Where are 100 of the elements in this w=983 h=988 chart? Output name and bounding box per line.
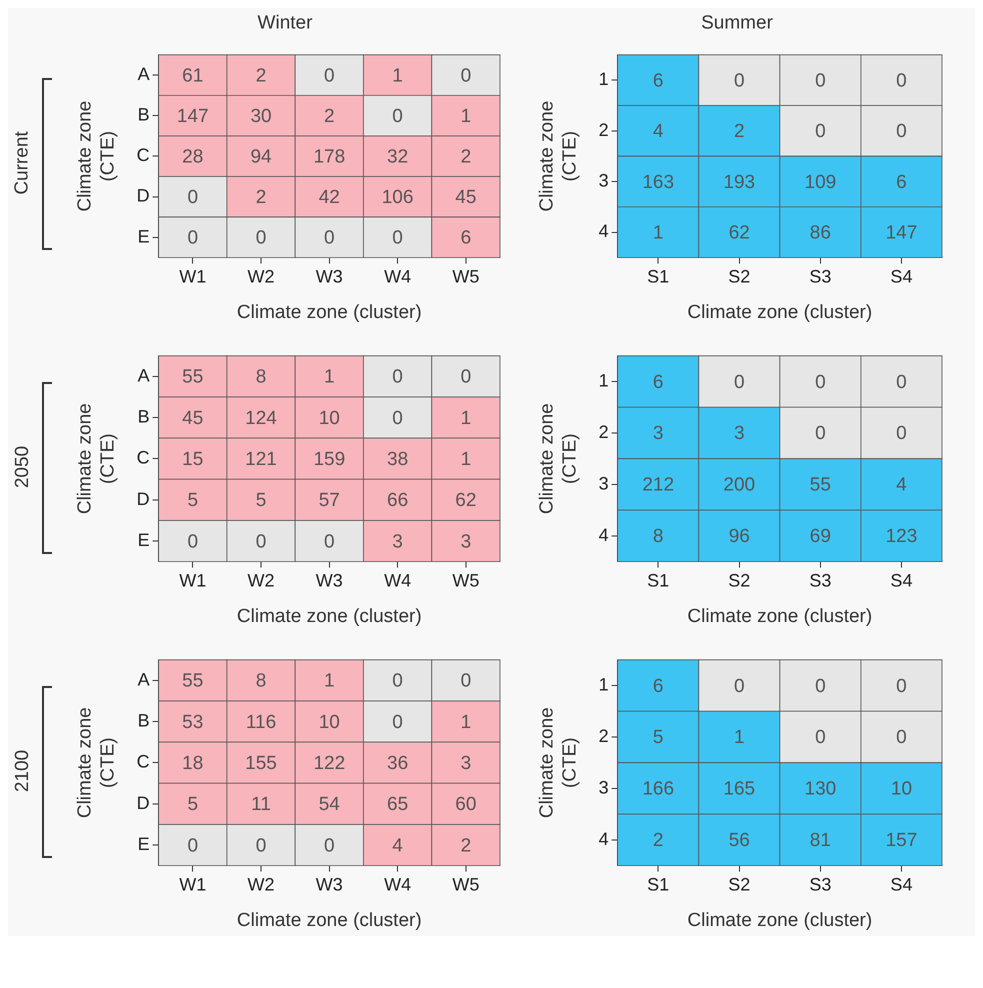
data-label: 0: [392, 712, 403, 733]
data-label: 193: [723, 172, 756, 193]
data-label: 5: [652, 727, 664, 748]
data-label: 6: [896, 172, 907, 193]
data-label: 155: [245, 752, 277, 774]
data-label: 0: [896, 121, 907, 142]
y-tick-label: C: [136, 752, 150, 772]
data-label: 0: [392, 228, 403, 249]
x-axis-title: Climate zone (cluster): [687, 910, 872, 931]
data-label: 1: [652, 222, 664, 244]
x-tick-label: W2: [248, 570, 275, 590]
x-tick-label: S2: [728, 874, 750, 894]
data-label: 65: [387, 794, 408, 816]
y-tick-label: B: [138, 406, 150, 427]
y-tick-label: 4: [598, 828, 609, 849]
x-tick-label: W5: [452, 570, 480, 590]
data-label: 0: [896, 70, 907, 92]
data-label: 56: [728, 830, 750, 852]
x-tick-label: S1: [647, 266, 670, 286]
data-label: 0: [896, 372, 907, 393]
data-label: 0: [734, 676, 745, 697]
x-tick-label: S2: [728, 266, 750, 286]
data-label: 3: [460, 531, 472, 552]
data-label: 1: [460, 408, 472, 429]
data-label: 0: [187, 835, 198, 856]
data-label: 0: [734, 70, 745, 92]
data-label: 157: [886, 830, 918, 852]
data-label: 1: [392, 65, 403, 86]
data-label: 0: [324, 228, 335, 249]
y-axis-title: Climate zone (CTE): [74, 707, 118, 818]
y-axis-title: Climate zone (CTE): [536, 707, 580, 818]
data-label: 0: [460, 670, 472, 692]
data-label: 3: [392, 531, 403, 552]
data-label: 0: [460, 366, 472, 388]
x-tick-label: W5: [452, 874, 480, 894]
data-label: 66: [387, 490, 408, 512]
chart-title: Summer: [701, 12, 774, 34]
text: 2050: [12, 446, 34, 488]
data-label: 0: [734, 372, 745, 393]
data-label: 86: [810, 222, 831, 244]
data-label: 2: [256, 186, 266, 208]
y-tick-label: A: [138, 64, 150, 84]
y-axis-title: Climate zone (CTE): [536, 403, 580, 514]
data-label: 81: [810, 830, 831, 852]
x-tick-label: S2: [728, 570, 750, 590]
data-label: 165: [723, 778, 756, 800]
data-label: 55: [182, 366, 204, 388]
data-label: 5: [187, 794, 198, 816]
x-tick-label: S4: [890, 570, 912, 590]
data-label: 212: [642, 474, 674, 496]
data-label: 10: [318, 408, 340, 429]
data-label: 0: [324, 531, 335, 552]
data-label: 60: [455, 794, 476, 816]
y-tick-label: E: [138, 226, 150, 246]
y-tick-label: 1: [598, 674, 609, 694]
y-tick-label: B: [138, 104, 150, 125]
y-tick-label: C: [136, 448, 150, 468]
data-label: 2: [734, 121, 745, 142]
y-tick-label: 2: [598, 422, 609, 442]
data-label: 123: [886, 526, 918, 548]
data-label: 2: [460, 835, 472, 856]
data-label: 106: [382, 186, 414, 208]
data-label: 8: [652, 526, 664, 548]
data-label: 61: [182, 65, 204, 86]
y-tick-label: 3: [598, 170, 609, 191]
data-label: 96: [728, 526, 750, 548]
x-tick-label: W3: [316, 874, 343, 894]
data-label: 0: [815, 372, 826, 393]
data-label: 163: [642, 172, 674, 193]
data-label: 0: [815, 70, 826, 92]
data-label: 8: [256, 670, 266, 692]
data-label: 0: [815, 121, 826, 142]
data-label: 1: [460, 448, 472, 470]
data-label: 1: [460, 106, 472, 127]
data-label: 0: [187, 186, 198, 208]
data-label: 8: [256, 366, 266, 388]
data-label: 10: [890, 778, 912, 800]
y-axis-title: Climate zone (CTE): [74, 100, 118, 212]
data-label: 54: [318, 794, 340, 816]
data-label: 0: [392, 408, 403, 429]
data-label: 0: [815, 727, 826, 748]
data-label: 0: [896, 727, 907, 748]
data-label: 62: [455, 490, 476, 512]
data-label: 0: [256, 835, 266, 856]
data-label: 3: [734, 423, 745, 444]
y-tick-label: 1: [598, 370, 609, 390]
text: 2100: [12, 750, 34, 792]
y-tick-label: D: [136, 488, 150, 509]
data-label: 124: [245, 408, 278, 429]
y-axis-title: Climate zone (CTE): [74, 403, 118, 514]
y-tick-label: 1: [598, 69, 609, 90]
text: Current: [12, 131, 34, 195]
data-label: 57: [318, 490, 340, 512]
x-tick-label: S3: [809, 570, 832, 590]
data-label: 6: [652, 676, 664, 697]
data-label: 2: [324, 106, 335, 127]
y-tick-label: 2: [598, 120, 609, 140]
y-tick-label: E: [138, 530, 150, 550]
x-tick-label: W3: [316, 570, 343, 590]
data-label: 42: [318, 186, 340, 208]
